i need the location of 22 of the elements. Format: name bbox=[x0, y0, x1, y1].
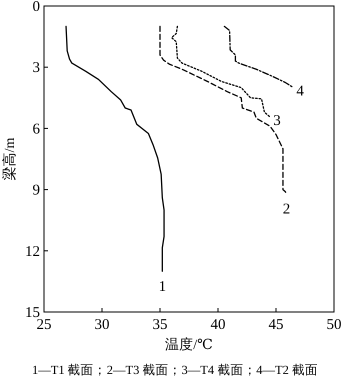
x-axis-title: 温度/℃ bbox=[165, 337, 213, 353]
y-tick-label: 6 bbox=[32, 121, 40, 138]
x-tick-label: 30 bbox=[94, 317, 110, 333]
x-tick-label: 40 bbox=[210, 317, 226, 333]
text: 1—T1 截面；2—T3 截面；3—T4 截面；4—T2 截面 bbox=[32, 363, 318, 377]
line-series bbox=[224, 26, 294, 88]
y-tick-label: 3 bbox=[32, 60, 40, 76]
series-label: 1 bbox=[158, 279, 166, 296]
x-tick-label: 35 bbox=[152, 317, 168, 333]
x-tick-label: 50 bbox=[326, 317, 342, 333]
line-series bbox=[65, 26, 165, 272]
line-series bbox=[159, 26, 288, 194]
y-tick-label: 12 bbox=[25, 244, 40, 260]
y-tick-label: 9 bbox=[32, 182, 40, 199]
line-series bbox=[170, 26, 271, 118]
y-tick-label: 0 bbox=[32, 0, 40, 15]
series-label: 2 bbox=[282, 202, 290, 218]
series-label: 4 bbox=[296, 84, 304, 100]
y-axis-title: 梁高/m bbox=[2, 138, 18, 180]
x-tick-label: 25 bbox=[36, 317, 52, 333]
x-tick-label: 45 bbox=[268, 317, 284, 333]
series-label: 3 bbox=[273, 113, 281, 130]
